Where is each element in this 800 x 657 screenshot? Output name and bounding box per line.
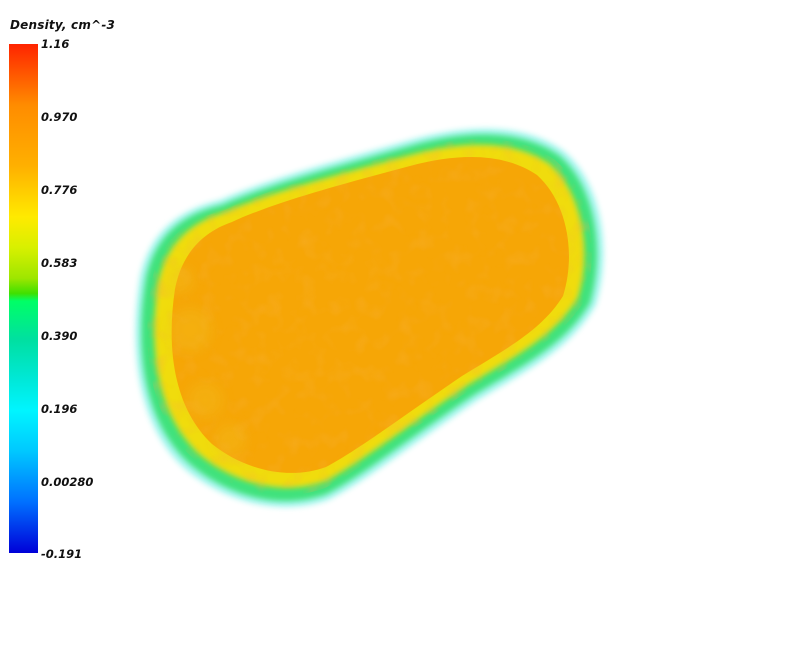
colorbar-title: Density, cm^-3 — [10, 18, 116, 32]
colorbar-tick-label: 0.583 — [41, 256, 78, 270]
colorbar-tick-label: 0.970 — [41, 110, 78, 124]
colorbar-tick-label: 0.00280 — [41, 475, 94, 489]
colorbar-tick-label: 0.776 — [41, 183, 78, 197]
colorbar-tick-label: -0.191 — [41, 547, 83, 561]
colorbar-tick-label: 0.390 — [41, 329, 78, 343]
colorbar-tick-label: 1.16 — [41, 37, 70, 51]
colorbar-gradient — [9, 44, 38, 553]
colorbar-tick-label: 0.196 — [41, 402, 78, 416]
